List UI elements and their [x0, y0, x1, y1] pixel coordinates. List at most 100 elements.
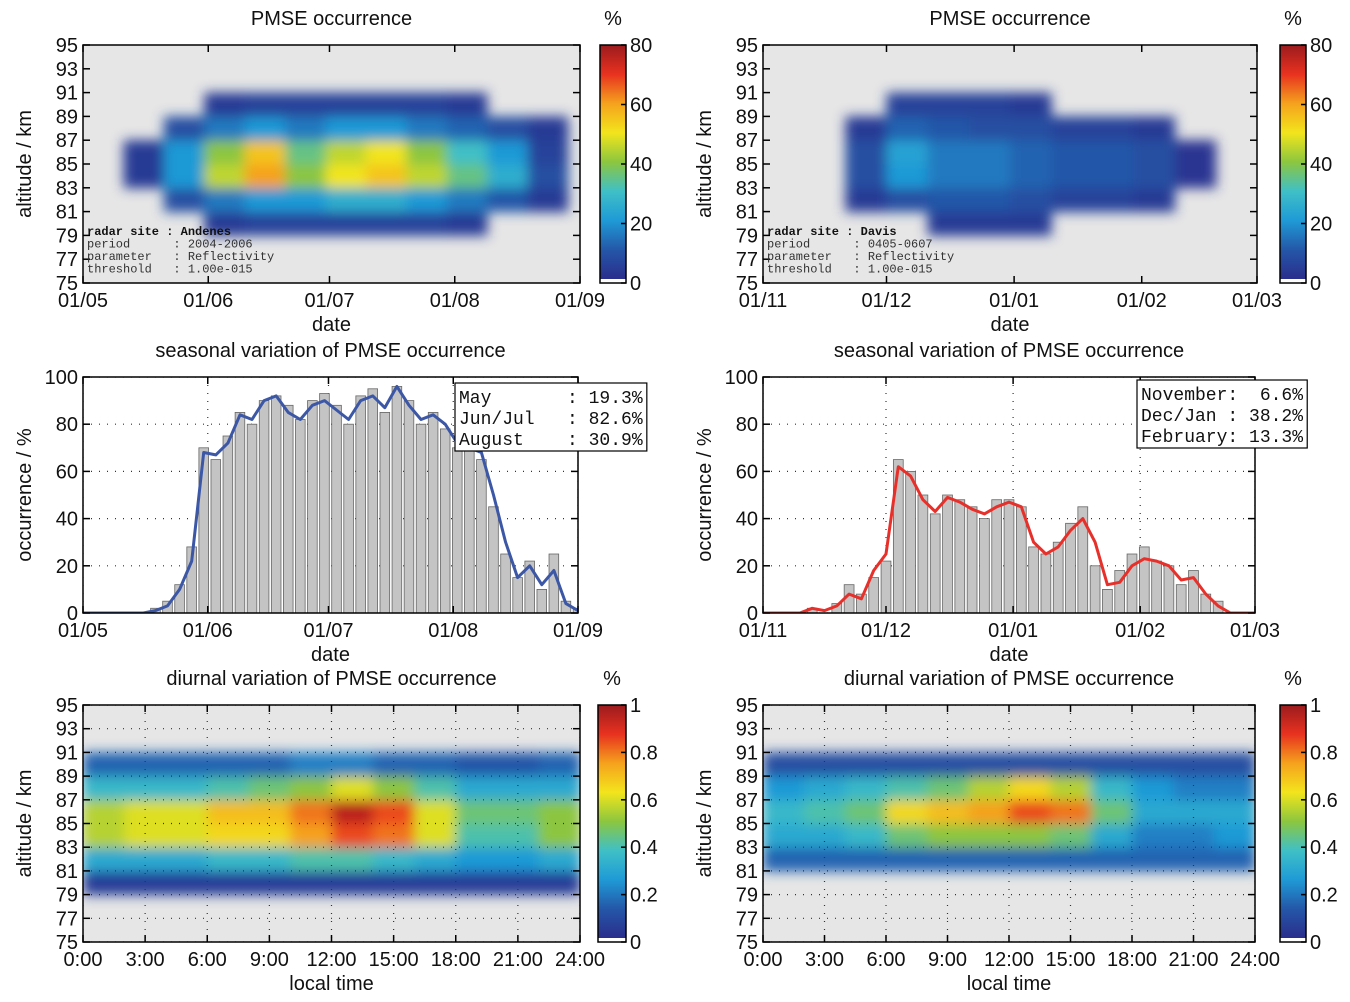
heatmap-cell — [406, 259, 447, 283]
heatmap-cell — [124, 799, 167, 824]
heatmap-cell — [285, 92, 326, 117]
heatmap-cell — [1132, 776, 1174, 801]
bar — [270, 395, 282, 613]
heatmap-cell — [1216, 212, 1258, 236]
heatmap-cell — [123, 188, 164, 212]
colorbar-tick-label: 80 — [1310, 35, 1332, 57]
heatmap-cell — [804, 752, 846, 777]
colorbar-tick-label: 0.2 — [630, 885, 658, 907]
colorbar-tick-label: 60 — [630, 95, 652, 117]
heatmap-cell — [1216, 69, 1258, 93]
heatmap-cell — [331, 847, 374, 872]
heatmap-cell — [539, 729, 581, 753]
heatmap-cell — [166, 895, 208, 919]
bar — [452, 447, 463, 613]
heatmap-cell — [1173, 752, 1215, 777]
colorbar-tick-label: 0.8 — [630, 742, 658, 764]
heatmap-cell — [1050, 752, 1092, 777]
y-tick-label: 0 — [67, 603, 78, 625]
bar — [391, 386, 403, 613]
heatmap-cell — [527, 235, 568, 259]
colorbar-tick-label: 0.6 — [630, 790, 658, 812]
y-axis-label: occurrence / % — [14, 428, 36, 562]
heatmap-cell — [1134, 235, 1176, 259]
heatmap-cell — [1133, 187, 1176, 213]
heatmap-cell — [248, 752, 291, 777]
bar — [210, 459, 222, 613]
y-tick-label: 91 — [736, 742, 758, 764]
heatmap-cell — [325, 211, 367, 236]
colorbar — [1280, 45, 1306, 279]
heatmap-cell — [886, 187, 929, 213]
heatmap-cell — [83, 140, 124, 164]
heatmap-cell — [804, 140, 846, 164]
heatmap-cell — [123, 116, 164, 140]
heatmap-cell — [1010, 92, 1052, 117]
heatmap-cell — [414, 895, 456, 919]
heatmap-cell — [804, 729, 846, 753]
heatmap-cell — [1132, 823, 1174, 848]
heatmap-cell — [331, 799, 374, 824]
heatmap-cell — [163, 116, 205, 141]
x-tick-label: 01/09 — [555, 290, 605, 312]
heatmap-cell — [366, 45, 407, 69]
x-tick-label: 18:00 — [1107, 949, 1157, 971]
heatmap-cell — [845, 847, 887, 872]
heatmap-cell — [1010, 116, 1052, 141]
heatmap-cell — [1092, 69, 1134, 93]
bar — [1003, 499, 1015, 613]
heatmap-cell — [83, 729, 125, 753]
heatmap-cell — [1091, 729, 1133, 753]
heatmap-cell — [285, 235, 326, 259]
heatmap-cell — [487, 69, 528, 93]
y-tick-label: 95 — [736, 35, 758, 57]
heatmap-cell — [845, 140, 887, 165]
heatmap-cell — [497, 847, 540, 872]
y-tick-label: 20 — [736, 556, 758, 578]
heatmap-cell — [927, 187, 970, 213]
x-tick-label: 24:00 — [555, 949, 605, 971]
x-tick-label: 01/05 — [58, 620, 108, 642]
heatmap-cell — [285, 69, 326, 93]
x-tick-label: 15:00 — [1045, 949, 1095, 971]
heatmap-cell — [886, 823, 928, 848]
heatmap-cell — [414, 729, 456, 753]
heatmap-cell — [763, 823, 805, 848]
heatmap-cell — [1132, 752, 1174, 777]
heatmap-cell — [414, 752, 457, 777]
heatmap-cell — [83, 799, 125, 824]
heatmap-cell — [538, 799, 580, 824]
y-tick-label: 95 — [736, 695, 758, 717]
x-axis-label: local time — [967, 973, 1051, 995]
y-tick-label: 77 — [736, 908, 758, 930]
y-tick-label: 89 — [56, 106, 78, 128]
heatmap-cell — [406, 235, 447, 259]
bar — [464, 442, 475, 613]
y-axis-label: occurrence / % — [694, 428, 716, 562]
heatmap-cell — [447, 69, 488, 93]
heatmap-cell — [1132, 705, 1174, 729]
colorbar-tick-label: 20 — [1310, 214, 1332, 236]
bar — [439, 428, 451, 613]
heatmap-cell — [527, 93, 568, 117]
x-tick-label: 6:00 — [867, 949, 906, 971]
colorbar-tick-label: 40 — [1310, 154, 1332, 176]
heatmap-cell — [527, 140, 569, 165]
legend-line: Jun/Jul : 82.6% — [459, 410, 643, 430]
bar — [942, 494, 953, 613]
heatmap-cell — [1051, 93, 1093, 117]
y-tick-label: 77 — [56, 908, 78, 930]
heatmap-cell — [927, 164, 970, 189]
legend-line: February: 13.3% — [1141, 428, 1303, 448]
colorbar — [600, 45, 626, 279]
x-tick-label: 01/11 — [739, 290, 788, 312]
bar — [917, 494, 929, 613]
heatmap-cell — [1050, 847, 1092, 872]
heatmap-cell — [285, 45, 326, 69]
info-line: radar site : Davis — [767, 225, 897, 239]
heatmap-cell — [928, 45, 970, 69]
y-tick-label: 85 — [736, 154, 758, 176]
plot-area — [83, 45, 569, 283]
heatmap-cell — [527, 212, 568, 236]
x-tick-label: 18:00 — [431, 949, 481, 971]
